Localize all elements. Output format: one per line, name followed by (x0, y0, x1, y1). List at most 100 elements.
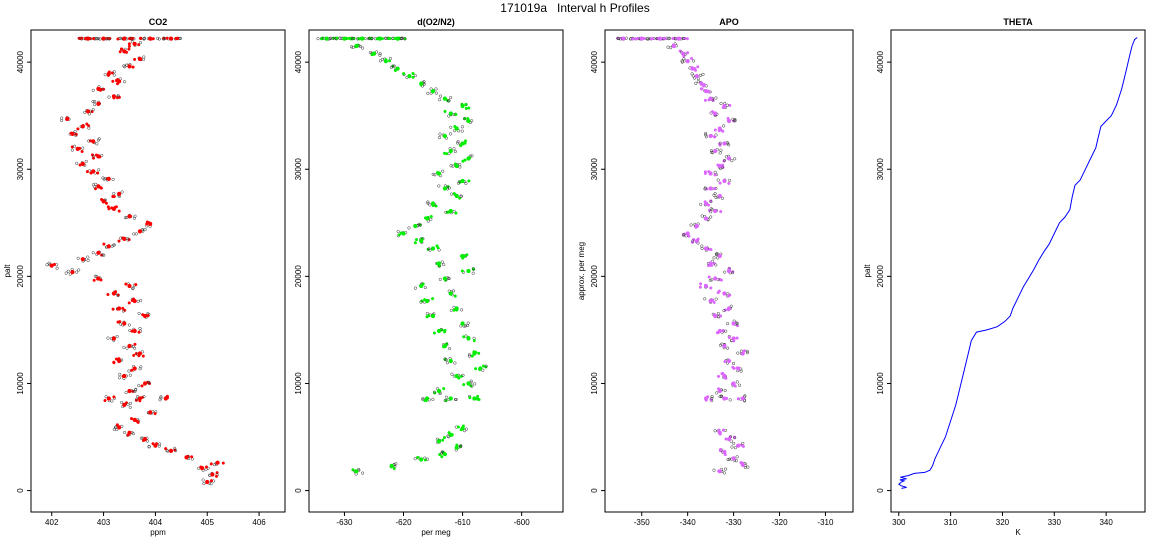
data-point (395, 66, 400, 71)
data-point (448, 291, 453, 296)
data-point (709, 210, 713, 214)
data-point (396, 230, 400, 234)
data-point (123, 430, 127, 435)
data-point (709, 215, 713, 219)
data-point (704, 131, 708, 136)
data-point (718, 447, 723, 452)
data-point (151, 442, 155, 446)
data-point (137, 396, 142, 401)
data-point (80, 161, 85, 166)
data-point (728, 103, 732, 107)
data-point (122, 64, 126, 68)
data-point (459, 374, 463, 378)
data-point (666, 45, 670, 49)
data-point (91, 88, 95, 92)
data-point (215, 460, 220, 465)
data-point (106, 244, 111, 249)
data-point (723, 360, 727, 364)
data-point (718, 141, 722, 145)
data-point (99, 186, 103, 190)
data-point (156, 36, 160, 40)
data-point (714, 263, 718, 267)
data-point (377, 36, 382, 41)
data-point (671, 37, 675, 41)
data-point (462, 383, 466, 387)
data-point (202, 482, 206, 486)
data-point (129, 417, 134, 421)
data-point (709, 207, 713, 211)
data-point (442, 452, 447, 457)
data-point (726, 457, 730, 462)
plot-frame (308, 29, 564, 513)
data-point (86, 255, 90, 259)
data-point (428, 248, 432, 252)
data-point (139, 298, 143, 303)
data-point (431, 297, 435, 301)
x-tick-label: 320 (996, 518, 1010, 527)
plot-frame (30, 29, 286, 513)
data-point (135, 397, 139, 401)
data-point (741, 441, 745, 445)
y-tick-label: 0 (16, 488, 25, 493)
y-tick-label: 10000 (590, 372, 599, 395)
data-point (91, 100, 95, 104)
data-point (120, 400, 124, 405)
data-point (460, 321, 465, 326)
data-point (716, 178, 720, 182)
data-point (448, 432, 453, 437)
data-point (153, 443, 158, 448)
data-point (111, 291, 117, 296)
data-point (402, 72, 406, 76)
data-point (466, 268, 471, 274)
data-point (713, 313, 718, 319)
data-point (450, 372, 454, 376)
data-point (740, 351, 745, 356)
data-point (157, 37, 161, 41)
data-point (130, 368, 134, 372)
y-tick-label: 10000 (294, 372, 303, 395)
data-point (716, 256, 720, 260)
y-tick-label: 40000 (876, 50, 885, 73)
data-point (107, 95, 111, 99)
data-point (732, 441, 736, 445)
data-point (694, 238, 700, 244)
y-tick-label: 20000 (590, 265, 599, 288)
data-point (70, 131, 75, 136)
data-point (101, 87, 105, 91)
data-point (426, 201, 430, 205)
data-point (722, 291, 727, 296)
data-point (148, 410, 153, 415)
data-point (66, 269, 70, 273)
data-point (133, 57, 137, 61)
data-point (719, 278, 723, 282)
data-point (708, 133, 713, 139)
data-point (669, 46, 673, 50)
data-point (104, 395, 108, 399)
data-point (383, 36, 388, 40)
data-point (717, 388, 722, 394)
x-tick-label: 403 (97, 518, 111, 527)
data-point (70, 270, 75, 275)
data-point (454, 445, 459, 450)
data-point (460, 178, 465, 184)
data-point (713, 208, 718, 214)
data-point (91, 169, 96, 174)
data-point (434, 91, 438, 95)
data-point (702, 84, 706, 88)
data-point (434, 87, 438, 91)
data-point (145, 439, 149, 443)
data-point (453, 397, 458, 402)
data-point (147, 445, 151, 449)
data-point (122, 321, 127, 326)
data-point (430, 89, 436, 94)
data-point (426, 91, 430, 95)
data-point (133, 342, 137, 346)
chart-panel-2: d(O2/N2) -630 -620 -610 -600 0 10000 20000 30000… (294, 17, 564, 537)
data-point (686, 51, 690, 55)
data-point (80, 149, 84, 154)
data-point (145, 222, 149, 226)
data-point (731, 117, 735, 121)
data-point (166, 449, 170, 453)
data-point (713, 187, 717, 191)
data-point (703, 170, 707, 174)
